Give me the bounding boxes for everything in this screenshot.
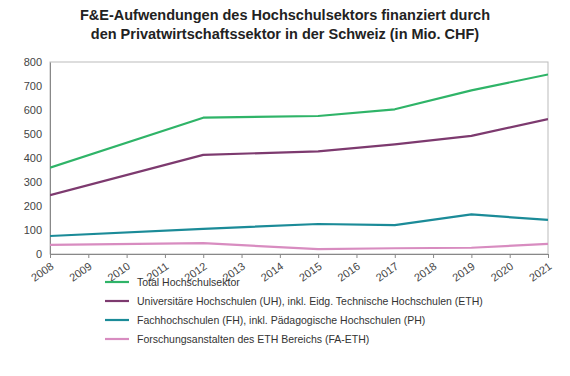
x-tick-mark	[50, 254, 51, 258]
y-tick: 0	[36, 248, 50, 260]
x-tick-mark	[165, 254, 166, 258]
y-tick-label: 100	[24, 224, 42, 236]
x-axis-line	[51, 254, 549, 255]
x-tick-label: 2019	[450, 260, 477, 284]
legend-swatch	[105, 319, 129, 321]
x-tick-label: 2009	[67, 260, 94, 284]
y-tick: 200	[24, 200, 50, 212]
y-tick-label: 500	[24, 128, 42, 140]
x-axis: 2008200920102011201220132014201520162017…	[29, 254, 554, 284]
y-axis-line	[50, 63, 51, 255]
y-tick: 600	[24, 104, 50, 116]
y-tick-label: 600	[24, 104, 42, 116]
x-tick-mark	[127, 254, 128, 258]
x-tick-mark	[510, 254, 511, 258]
legend-label: Total Hochschulsektor	[137, 276, 240, 288]
series-line	[50, 74, 548, 167]
y-tick: 100	[24, 224, 50, 236]
x-tick: 2018	[412, 254, 439, 284]
series-line	[50, 119, 548, 195]
x-tick-mark	[548, 254, 549, 258]
x-tick: 2017	[373, 254, 400, 284]
x-tick-label: 2018	[412, 260, 439, 284]
series-line	[50, 243, 548, 249]
x-tick-mark	[395, 254, 396, 258]
legend-swatch	[105, 338, 129, 340]
x-tick-label: 2014	[259, 260, 286, 284]
x-tick: 2016	[335, 254, 362, 284]
y-tick: 400	[24, 152, 50, 164]
y-tick-label: 200	[24, 200, 42, 212]
y-tick-label: 700	[24, 80, 42, 92]
series-line	[50, 214, 548, 236]
y-tick: 500	[24, 128, 50, 140]
y-tick-label: 0	[36, 248, 42, 260]
x-tick: 2020	[488, 254, 515, 284]
x-tick-label: 2015	[297, 260, 324, 284]
x-tick-mark	[280, 254, 281, 258]
x-tick: 2021	[527, 254, 554, 284]
x-tick: 2014	[259, 254, 286, 284]
legend: Total Hochschulsektor Universitäre Hochsc…	[105, 276, 483, 345]
x-tick-label: 2021	[527, 260, 554, 284]
x-tick-mark	[471, 254, 472, 258]
x-tick-label: 2010	[105, 260, 132, 284]
x-tick: 2008	[29, 254, 56, 284]
x-tick-mark	[433, 254, 434, 258]
x-tick: 2010	[105, 254, 132, 284]
chart: F&E-Aufwendungen des Hochschulsektors fi…	[0, 0, 570, 376]
x-tick-mark	[242, 254, 243, 258]
plot-frame	[50, 62, 548, 254]
y-tick: 700	[24, 80, 50, 92]
x-tick-mark	[203, 254, 204, 258]
x-tick-label: 2008	[29, 260, 56, 284]
x-tick-label: 2016	[335, 260, 362, 284]
x-tick-mark	[356, 254, 357, 258]
plot: 0 100 200 300 400 500 600 700 800 2008 2009 2010 201…	[24, 56, 554, 284]
legend-label: Fachhochschulen (FH), inkl. Pädagogische…	[137, 314, 425, 326]
x-tick: 2019	[450, 254, 477, 284]
y-tick-label: 800	[24, 56, 42, 68]
x-tick-mark	[88, 254, 89, 258]
legend-label: Universitäre Hochschulen (UH), inkl. Eid…	[137, 295, 483, 307]
lines	[50, 74, 548, 249]
title: F&E-Aufwendungen des Hochschulsektors fi…	[80, 7, 490, 42]
y-tick-label: 400	[24, 152, 42, 164]
y-tick-label: 300	[24, 176, 42, 188]
y-axis: 0 100 200 300 400 500 600 700 800	[24, 56, 51, 260]
legend-label: Forschungsanstalten des ETH Bereichs (FA…	[137, 333, 369, 345]
x-tick: 2009	[67, 254, 94, 284]
y-tick: 800	[24, 56, 50, 68]
x-tick-label: 2020	[488, 260, 515, 284]
x-tick-mark	[318, 254, 319, 258]
x-tick-label: 2017	[373, 260, 400, 284]
legend-swatch	[105, 300, 129, 302]
x-tick: 2015	[297, 254, 324, 284]
legend-swatch	[105, 281, 129, 283]
y-tick: 300	[24, 176, 50, 188]
